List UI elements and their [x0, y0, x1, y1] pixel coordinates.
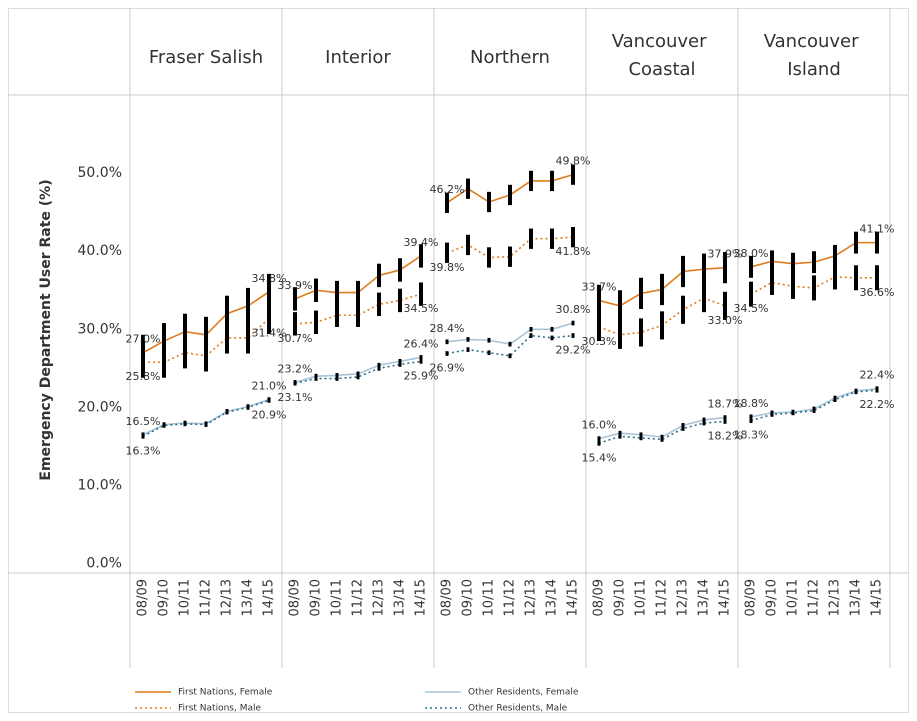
- value-label: 36.6%: [860, 286, 895, 299]
- value-label: 25.8%: [126, 370, 161, 383]
- value-label: 34.5%: [404, 302, 439, 315]
- x-tick-label: 11/12: [503, 579, 518, 616]
- value-label: 31.4%: [252, 326, 287, 339]
- value-label: 16.5%: [126, 415, 161, 428]
- x-tick-label: 08/09: [440, 579, 455, 616]
- y-tick-label: 10.0%: [78, 478, 122, 494]
- value-label: 18.8%: [734, 397, 769, 410]
- panel-title: Vancouver Coastal: [612, 31, 713, 80]
- x-tick-label: 13/14: [697, 579, 712, 616]
- value-label: 18.3%: [734, 429, 769, 442]
- value-label: 23.1%: [278, 391, 313, 404]
- value-label: 34.8%: [252, 272, 287, 285]
- x-tick-label: 09/10: [309, 579, 324, 616]
- value-label: 33.7%: [582, 280, 617, 293]
- series-line: [142, 398, 270, 436]
- value-label: 20.9%: [252, 408, 287, 421]
- value-label: 30.7%: [278, 332, 313, 345]
- x-tick-label: 14/15: [414, 579, 429, 616]
- value-label: 33.9%: [278, 279, 313, 292]
- series-line: [446, 322, 574, 346]
- x-tick-label: 12/13: [372, 579, 387, 616]
- value-label: 18.2%: [708, 429, 743, 442]
- y-tick-label: 50.0%: [78, 165, 122, 181]
- panel-title: Interior: [325, 47, 391, 68]
- x-tick-label: 13/14: [393, 579, 408, 616]
- x-tick-label: 08/09: [288, 579, 303, 616]
- y-tick-label: 30.0%: [78, 321, 122, 337]
- value-label: 30.3%: [582, 335, 617, 348]
- value-label: 39.4%: [404, 236, 439, 249]
- x-tick-label: 14/15: [566, 579, 581, 616]
- x-tick-label: 09/10: [765, 579, 780, 616]
- value-label: 23.2%: [278, 362, 313, 375]
- x-tick-label: 12/13: [676, 579, 691, 616]
- x-tick-label: 13/14: [849, 579, 864, 616]
- y-tick-label: 20.0%: [78, 399, 122, 415]
- x-tick-label: 09/10: [461, 579, 476, 616]
- value-label: 22.2%: [860, 398, 895, 411]
- legend-label: First Nations, Female: [178, 688, 273, 698]
- x-tick-label: 11/12: [655, 579, 670, 616]
- value-label: 28.4%: [430, 322, 465, 335]
- x-tick-label: 09/10: [157, 579, 172, 616]
- value-label: 26.4%: [404, 337, 439, 350]
- y-tick-label: 40.0%: [78, 243, 122, 259]
- x-tick-label: 14/15: [718, 579, 733, 616]
- value-label: 22.4%: [860, 369, 895, 382]
- x-tick-label: 10/11: [482, 579, 497, 616]
- x-tick-label: 12/13: [220, 579, 235, 616]
- value-label: 49.8%: [556, 155, 591, 168]
- legend-label: Other Residents, Female: [468, 688, 579, 698]
- value-label: 34.5%: [734, 302, 769, 315]
- x-tick-label: 10/11: [634, 579, 649, 616]
- legend-label: First Nations, Male: [178, 704, 261, 714]
- y-tick-label: 0.0%: [86, 556, 122, 572]
- x-tick-label: 08/09: [744, 579, 759, 616]
- value-label: 29.2%: [556, 344, 591, 357]
- value-label: 16.0%: [582, 419, 617, 432]
- x-tick-label: 11/12: [807, 579, 822, 616]
- x-tick-label: 13/14: [545, 579, 560, 616]
- x-tick-label: 11/12: [199, 579, 214, 616]
- x-tick-label: 14/15: [262, 579, 277, 616]
- value-label: 18.7%: [708, 398, 743, 411]
- x-tick-label: 10/11: [178, 579, 193, 616]
- value-label: 26.9%: [430, 362, 465, 375]
- x-tick-label: 13/14: [241, 579, 256, 616]
- series-line: [750, 389, 878, 422]
- x-tick-label: 12/13: [828, 579, 843, 616]
- value-label: 15.4%: [582, 451, 617, 464]
- x-tick-label: 11/12: [351, 579, 366, 616]
- panel-title: Northern: [470, 47, 550, 68]
- value-label: 39.8%: [430, 261, 465, 274]
- value-label: 33.0%: [708, 314, 743, 327]
- value-label: 30.8%: [556, 303, 591, 316]
- value-label: 27.0%: [126, 333, 161, 346]
- panel-title: Vancouver Island: [764, 31, 865, 80]
- value-label: 25.9%: [404, 369, 439, 382]
- value-label: 41.1%: [860, 223, 895, 236]
- legend-label: Other Residents, Male: [468, 704, 568, 714]
- value-label: 46.2%: [430, 183, 465, 196]
- x-tick-label: 14/15: [870, 579, 885, 616]
- frame: [8, 8, 909, 713]
- x-tick-label: 08/09: [136, 579, 151, 616]
- value-label: 38.0%: [734, 247, 769, 260]
- x-tick-label: 10/11: [786, 579, 801, 616]
- value-label: 16.3%: [126, 444, 161, 457]
- x-tick-label: 09/10: [613, 579, 628, 616]
- x-tick-label: 12/13: [524, 579, 539, 616]
- value-label: 21.0%: [252, 380, 287, 393]
- x-tick-label: 10/11: [330, 579, 345, 616]
- y-axis-label: Emergency Department User Rate (%): [38, 179, 54, 480]
- panel-title: Fraser Salish: [149, 47, 263, 68]
- value-label: 41.8%: [556, 245, 591, 258]
- x-tick-label: 08/09: [592, 579, 607, 616]
- value-label: 37.9%: [708, 248, 743, 261]
